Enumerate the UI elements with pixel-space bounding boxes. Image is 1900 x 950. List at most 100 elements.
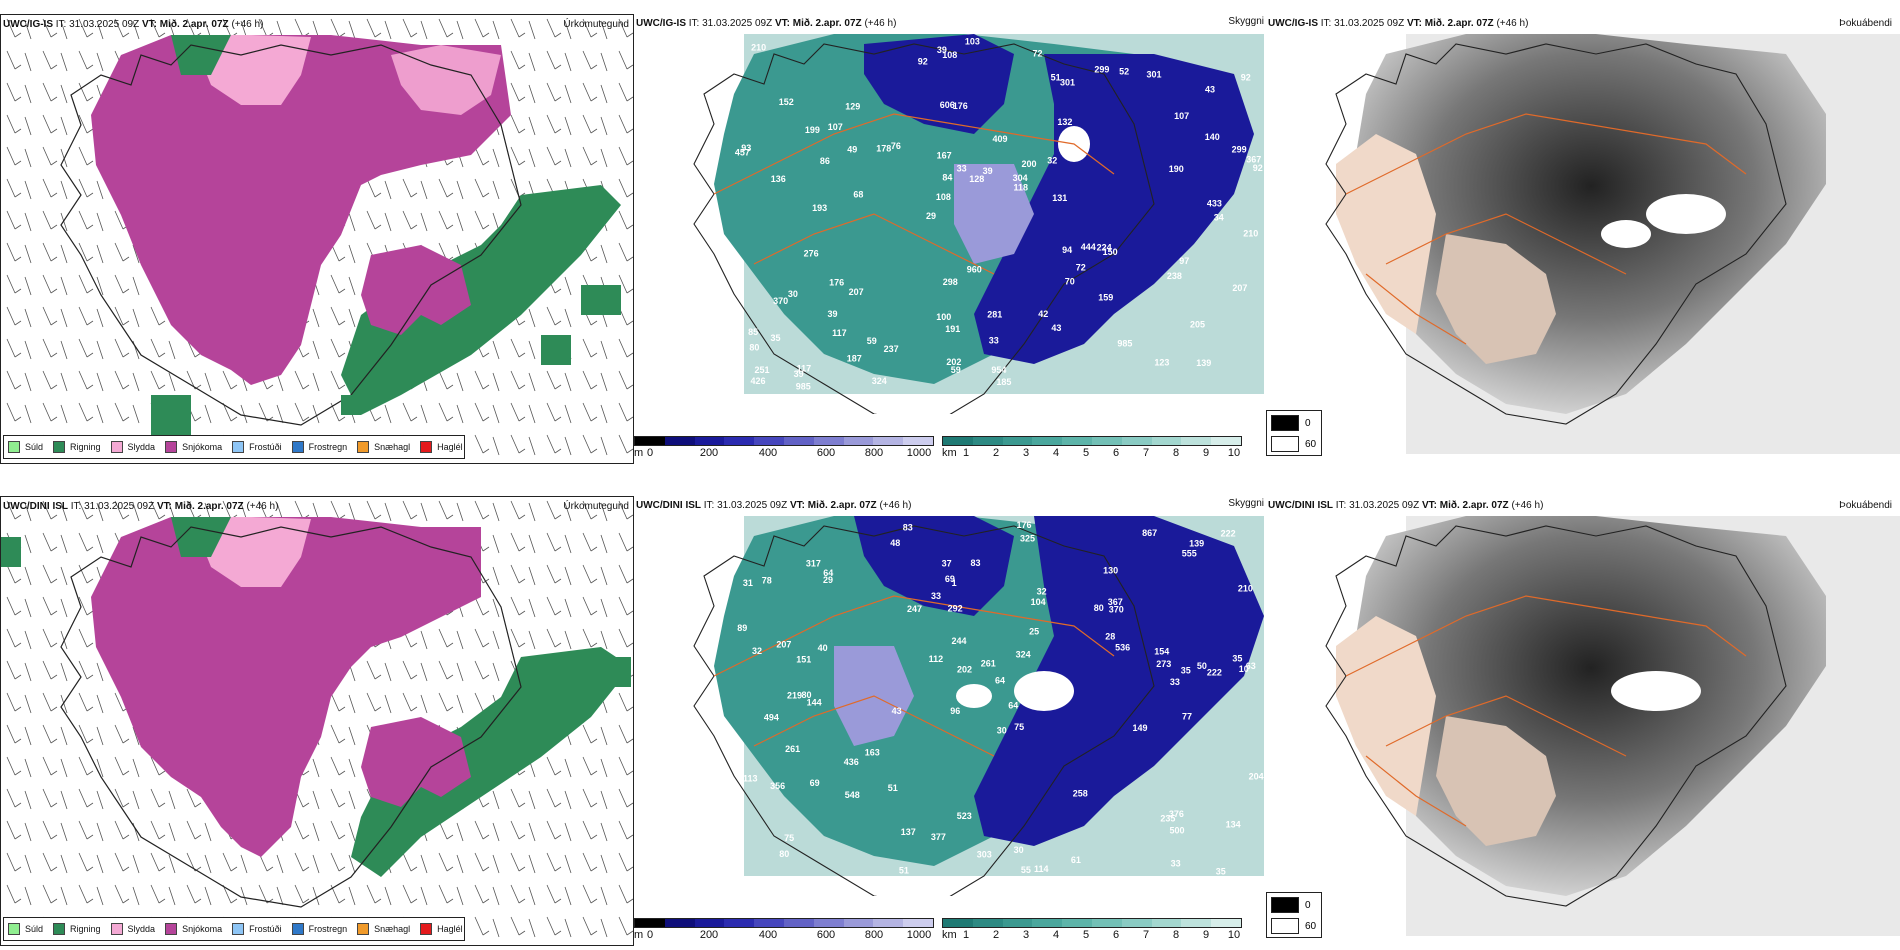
colorbar-swatch: [1151, 919, 1182, 927]
ceiling-label: 103: [965, 37, 980, 47]
rain-area: [171, 35, 231, 75]
legend-label: Snæhagl: [374, 924, 411, 934]
legend-swatch: [8, 441, 20, 453]
model-name: UWC/IG-IS: [1268, 18, 1318, 29]
colorbar-swatch: [1151, 437, 1182, 445]
colorbar-tick: 6: [1112, 447, 1120, 459]
ceiling-label: 55: [1021, 865, 1031, 875]
colorbar-ticks: m 0 200 400 600 800 1000: [634, 928, 934, 942]
ceiling-label: 356: [770, 781, 785, 791]
legend-swatch: [420, 441, 433, 453]
legend-label: Frostregn: [308, 924, 348, 934]
colorbar-strip: [634, 918, 934, 928]
ceiling-label: 370: [773, 296, 788, 306]
init-time: IT: 31.03.2025 09Z: [688, 18, 773, 29]
fog-legend-label: 60: [1305, 920, 1317, 932]
fog-legend-swatch: [1271, 918, 1299, 934]
lead-time: (+46 h): [879, 500, 912, 511]
colorbar-swatch: [843, 919, 874, 927]
model-name: UWC/DINI ISL: [3, 501, 68, 512]
ceiling-label: 33: [931, 591, 941, 601]
legend-item-sleet: Slydda: [110, 923, 155, 935]
ceiling-label: 960: [967, 265, 982, 275]
legend-swatch: [232, 441, 245, 453]
ceiling-label: 61: [1071, 855, 1081, 865]
legend-label: Snjókoma: [182, 924, 223, 934]
colorbar-tick: 200: [699, 929, 719, 941]
model-name: UWC/IG-IS: [3, 19, 53, 30]
ceiling-label: 523: [957, 811, 972, 821]
ceiling-label: 985: [796, 382, 811, 392]
ceiling-label: 35: [1216, 867, 1226, 877]
ceiling-label: 69: [945, 574, 955, 584]
snow-area-east: [361, 245, 471, 335]
ceiling-label: 80: [749, 343, 759, 353]
ceiling-label: 42: [1038, 309, 1048, 319]
ceiling-label: 954: [991, 365, 1006, 375]
legend-item-freezing-drizzle: Frostúði: [232, 923, 282, 935]
init-time: IT: 31.03.2025 09Z: [70, 501, 155, 512]
ceiling-label: 151: [796, 655, 811, 665]
lead-time: (+46 h): [864, 18, 897, 29]
valid-time: VT: Mið. 2.apr. 07Z: [1421, 500, 1509, 511]
ceiling-label: 130: [1103, 565, 1118, 575]
colorbar-tick: 9: [1202, 929, 1210, 941]
fog-legend: 0 60: [1266, 410, 1322, 456]
ceiling-label: 261: [981, 659, 996, 669]
ceiling-label: 83: [903, 522, 913, 532]
legend-label: Frostúði: [249, 442, 282, 452]
colorbar-tick: 600: [816, 447, 836, 459]
ceiling-label: 48: [890, 538, 900, 548]
ceiling-label: 433: [1207, 199, 1222, 209]
ceiling-label: 200: [1022, 159, 1037, 169]
fog-legend-label: 0: [1305, 899, 1311, 911]
ceiling-label: 494: [764, 713, 779, 723]
ceiling-label: 49: [847, 144, 857, 154]
legend-label: Rigning: [70, 924, 101, 934]
ceiling-label: 191: [945, 324, 960, 334]
ceiling-label: 72: [1076, 263, 1086, 273]
legend-item-sleet: Slydda: [110, 441, 155, 453]
legend-label: Snæhagl: [374, 442, 411, 452]
colorbar-tick: 0: [646, 447, 654, 459]
model-name: UWC/DINI ISL: [636, 500, 701, 511]
colorbar-swatch: [903, 437, 933, 445]
legend-item-drizzle: Súld: [8, 441, 43, 453]
ceiling-label: 85: [748, 327, 758, 337]
fog-legend-row: 0: [1271, 896, 1317, 914]
init-time: IT: 31.03.2025 09Z: [703, 500, 788, 511]
ceiling-label: 70: [1065, 277, 1075, 287]
rain-area-east: [351, 647, 631, 877]
ceiling-label: 205: [1190, 320, 1205, 330]
colorbar-tick: 1: [962, 929, 970, 941]
ceiling-label: 150: [1103, 247, 1118, 257]
ceiling-colorbar: m 0 200 400 600 800 1000: [634, 436, 934, 460]
ceiling-label: 108: [936, 192, 951, 202]
legend-swatch: [232, 923, 245, 935]
panel-header: UWC/IG-IS IT: 31.03.2025 09Z VT: Mið. 2.…: [636, 18, 896, 29]
legend-label: Súld: [25, 924, 44, 934]
ceiling-label: 75: [784, 833, 794, 843]
colorbar-unit: km: [942, 929, 957, 941]
ceiling-label: 43: [1051, 323, 1061, 333]
ceiling-label: 247: [907, 604, 922, 614]
fog-legend-swatch: [1271, 436, 1299, 452]
ceiling-label: 219: [787, 690, 802, 700]
coastline: [60, 526, 522, 908]
visibility-colorbar: km 1 2 3 4 5 6 7 8 9 10: [942, 918, 1242, 942]
colorbar-swatch: [1211, 437, 1241, 445]
legend-label: Frostúði: [249, 924, 282, 934]
ceiling-label: 80: [1094, 603, 1104, 613]
legend-swatch: [110, 923, 123, 935]
ceiling-label: 69: [810, 778, 820, 788]
ceiling-label: 367: [1246, 155, 1261, 165]
ceiling-label: 33: [957, 164, 967, 174]
ceiling-label: 64: [1008, 700, 1018, 710]
init-time: IT: 31.03.2025 09Z: [1320, 18, 1405, 29]
ceiling-label: 50: [1197, 661, 1207, 671]
colorbar-swatch: [635, 437, 665, 445]
colorbar-swatch: [813, 919, 844, 927]
colorbar-tick: 3: [1022, 447, 1030, 459]
ceiling-label: 43: [892, 706, 902, 716]
ceiling-label: 89: [737, 623, 747, 633]
